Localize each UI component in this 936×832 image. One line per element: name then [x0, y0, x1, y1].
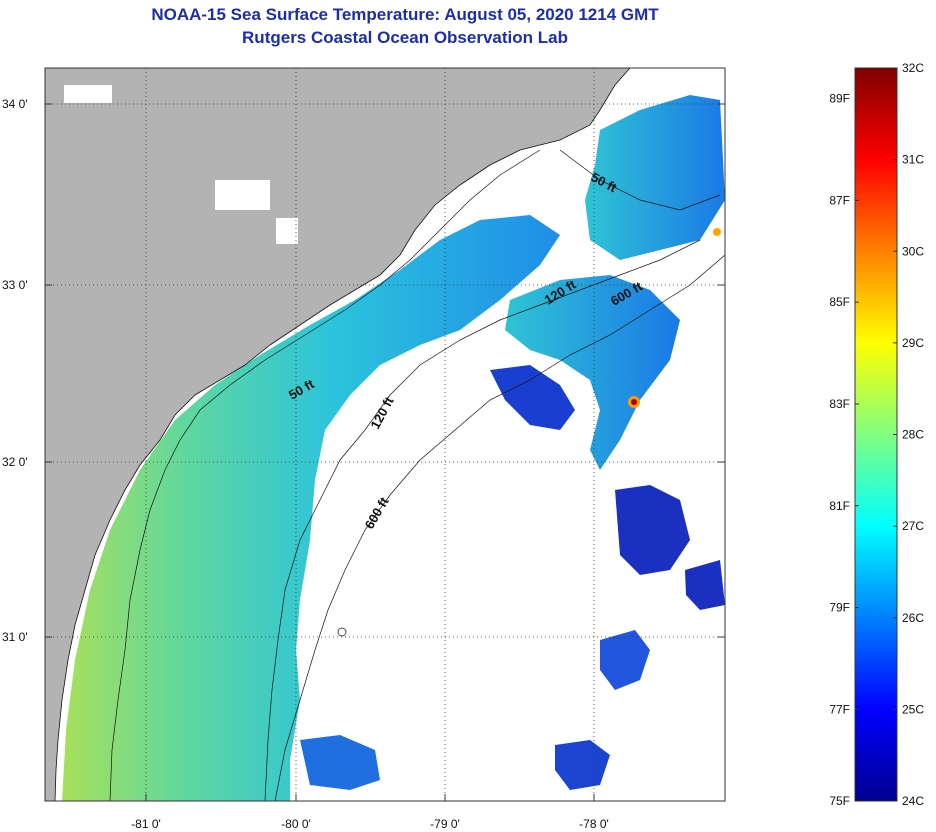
colorbar-celsius-label: 27C: [902, 519, 924, 533]
lon-label: -81 0': [131, 817, 161, 831]
sst-patch: [600, 630, 650, 690]
lon-label: -79 0': [430, 817, 460, 831]
lat-label: 34 0': [2, 97, 28, 111]
colorbar-fahrenheit-label: 79F: [829, 601, 850, 615]
colorbar-fahrenheit-label: 85F: [829, 295, 850, 309]
isobath-50ft: [109, 149, 721, 801]
lat-label: 31 0': [2, 630, 28, 644]
land-cloud-patch: [64, 85, 112, 103]
lon-label: -78 0': [579, 817, 609, 831]
map-ticks: [45, 103, 725, 801]
sst-patch: [505, 275, 680, 470]
colorbar-fahrenheit-label: 83F: [829, 397, 850, 411]
map-title: NOAA-15 Sea Surface Temperature: August …: [151, 5, 659, 24]
lon-label: -80 0': [281, 817, 311, 831]
sst-patch: [585, 95, 725, 260]
colorbar-scale: [854, 67, 898, 802]
colorbar-celsius-label: 25C: [902, 702, 924, 716]
colorbar-celsius-label: 28C: [902, 428, 924, 442]
colorbar-celsius-label: 26C: [902, 611, 924, 625]
land-area: [45, 68, 630, 801]
warm-spot: [631, 399, 637, 405]
colorbar-celsius-label: 29C: [902, 336, 924, 350]
coastline: [54, 68, 631, 801]
sst-patch: [615, 485, 690, 575]
isobath-600ft: [337, 627, 347, 637]
colorbar-fahrenheit-label: 89F: [829, 92, 850, 106]
colorbar-fahrenheit-label: 77F: [829, 702, 850, 716]
sst-nearshore-band: [62, 215, 560, 801]
warm-spot: [713, 228, 721, 236]
colorbar-celsius-label: 24C: [902, 794, 924, 808]
sst-patch: [555, 740, 610, 790]
colorbar-fahrenheit-label: 75F: [829, 794, 850, 808]
sst-patch: [685, 560, 725, 610]
land-cloud-patch: [215, 180, 270, 210]
sst-patch: [490, 365, 575, 430]
isobath-600ft: [274, 254, 725, 801]
colorbar-fahrenheit-label: 87F: [829, 193, 850, 207]
colorbar-celsius-label: 31C: [902, 153, 924, 167]
colorbar-celsius-label: 30C: [902, 244, 924, 258]
isobath-120ft: [264, 239, 701, 801]
colorbar-celsius-label: 32C: [902, 61, 924, 75]
lat-label: 32 0': [2, 455, 28, 469]
map-frame: [44, 67, 726, 802]
lat-label: 33 0': [2, 278, 28, 292]
sst-patch: [300, 735, 380, 790]
map-subtitle: Rutgers Coastal Ocean Observation Lab: [242, 28, 568, 47]
colorbar-fahrenheit-label: 81F: [829, 499, 850, 513]
graticule: [45, 68, 725, 801]
land-cloud-patch: [276, 218, 298, 244]
